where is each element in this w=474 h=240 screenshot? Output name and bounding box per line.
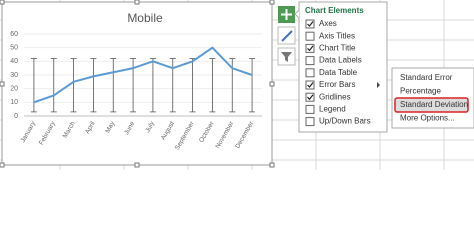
y-tick-label: 30 xyxy=(10,72,18,79)
checkbox[interactable] xyxy=(305,68,315,78)
data-line xyxy=(33,46,253,104)
menu-item[interactable]: Percentage xyxy=(400,87,441,96)
checkmark xyxy=(307,94,314,101)
error-bar xyxy=(149,58,156,113)
error-bar xyxy=(70,58,77,113)
selected-highlight xyxy=(394,97,469,113)
y-tick-label: 0 xyxy=(14,113,18,120)
menu-item[interactable]: Standard Error xyxy=(400,73,453,82)
chart-buttons xyxy=(277,6,296,66)
error-bar xyxy=(209,58,216,113)
error-bars-menu: Standard Error Percentage Standard Deviati… xyxy=(391,67,474,129)
submenu-arrow xyxy=(377,82,380,88)
error-bar xyxy=(189,58,196,113)
error-bar xyxy=(90,58,97,113)
checkbox[interactable] xyxy=(305,31,315,41)
y-tick-label: 60 xyxy=(10,31,18,38)
checkmark xyxy=(307,21,314,27)
selection-handles xyxy=(0,0,275,168)
checkbox[interactable] xyxy=(305,43,315,53)
chart-elements-panel: Chart Elements Axes Axis Titles Chart Titl… xyxy=(294,1,388,133)
checkbox-label[interactable]: Axes xyxy=(319,19,337,28)
menu-item[interactable]: More Options... xyxy=(400,114,455,123)
y-tick-label: 40 xyxy=(10,58,18,65)
page: Mobile 0 10 20 30 40 50 60 January February March… xyxy=(0,0,474,170)
y-tick-label: 20 xyxy=(10,86,18,93)
checkbox-label[interactable]: Data Table xyxy=(319,68,358,77)
checkbox-label[interactable]: Up/Down Bars xyxy=(319,117,371,126)
chart-title: Mobile xyxy=(127,11,163,25)
checkbox[interactable] xyxy=(305,56,315,66)
checkmark xyxy=(307,82,314,88)
checkbox-label[interactable]: Legend xyxy=(319,105,346,114)
error-bar xyxy=(50,58,57,113)
error-bar xyxy=(110,58,117,113)
checkbox[interactable] xyxy=(305,19,315,29)
checkbox[interactable] xyxy=(305,80,315,90)
y-tick-label: 50 xyxy=(10,45,18,52)
checkbox-label[interactable]: Gridlines xyxy=(319,92,351,101)
checkbox-label[interactable]: Data Labels xyxy=(319,56,362,65)
y-tick-label: 10 xyxy=(10,99,18,106)
menu-item[interactable]: Standard Deviation xyxy=(400,100,468,109)
error-bar xyxy=(30,58,37,113)
checkbox-label[interactable]: Axis Titles xyxy=(319,31,355,40)
checkbox[interactable] xyxy=(305,117,315,127)
panel-title: Chart Elements xyxy=(305,6,364,15)
checkbox[interactable] xyxy=(305,104,315,114)
checkbox-label[interactable]: Chart Title xyxy=(319,44,356,53)
checkbox-label[interactable]: Error Bars xyxy=(319,80,355,89)
checkmark xyxy=(307,45,314,52)
error-bar xyxy=(249,58,256,113)
checkbox[interactable] xyxy=(305,92,315,102)
